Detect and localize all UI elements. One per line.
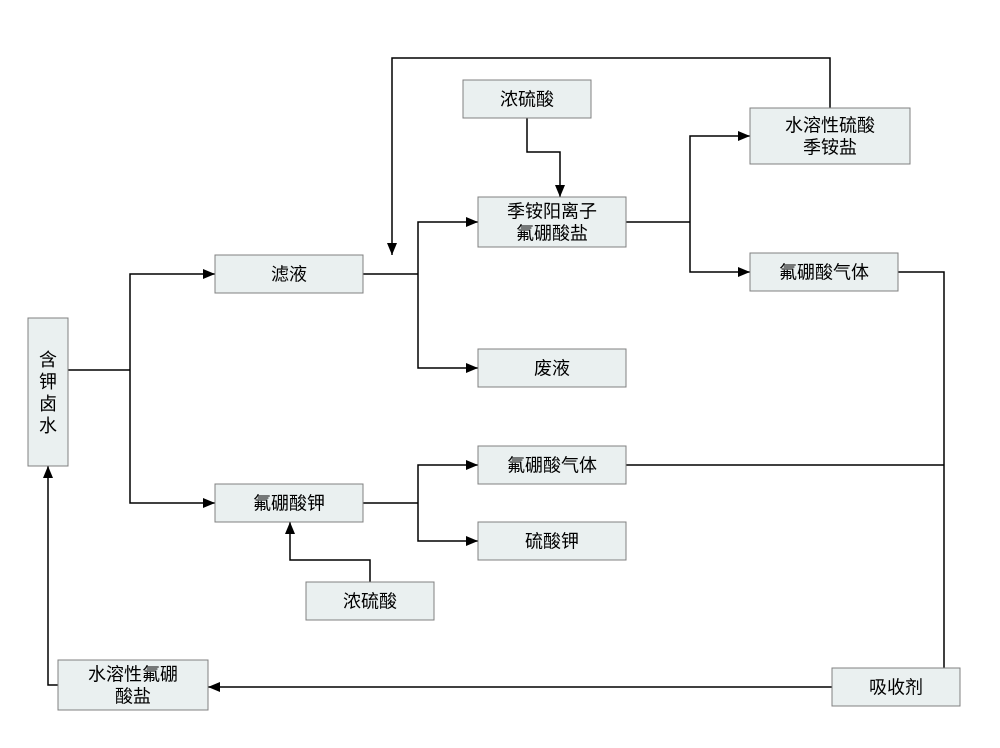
label-kbf4: 氟硼酸钾 xyxy=(253,493,325,513)
edge-h2so4t-qac xyxy=(527,118,560,197)
flowchart-canvas: 含钾卤水滤液氟硼酸钾废液季铵阳离子氟硼酸盐浓硫酸浓硫酸氟硼酸气体氟硼酸气体硫酸钾… xyxy=(0,0,1000,748)
edge-filt-qac xyxy=(418,222,478,274)
label-h2so4_bot: 浓硫酸 xyxy=(343,591,397,611)
edge-fork-kbf4 xyxy=(130,370,215,503)
arrowhead-abs-solfb xyxy=(208,682,220,692)
arrowhead-kbf4-k2so4 xyxy=(466,536,478,546)
edge-kbf4-k2so4 xyxy=(418,503,478,541)
edge-fork-filtrate xyxy=(130,274,215,370)
edge-qac-gas xyxy=(690,222,750,272)
edge-solfb-brine xyxy=(48,466,58,685)
arrowhead-solfb-brine xyxy=(43,466,53,478)
edge-filt-waste xyxy=(418,274,478,368)
arrowhead-filt-waste xyxy=(466,363,478,373)
arrowhead-h2so4t-qac xyxy=(555,185,565,197)
label-k2so4: 硫酸钾 xyxy=(525,531,579,551)
node-brine xyxy=(28,318,68,466)
edge-kbf4-gas xyxy=(418,465,478,503)
arrowhead-filt-qac xyxy=(466,217,478,227)
label-h2so4_top: 浓硫酸 xyxy=(500,89,554,109)
arrowhead-sulfqac-filt xyxy=(387,243,397,255)
label-gas_bot: 氟硼酸气体 xyxy=(507,455,597,475)
label-filtrate: 滤液 xyxy=(271,264,307,284)
edge-gastop-abs xyxy=(898,272,960,687)
arrowhead-qac-gas xyxy=(738,267,750,277)
edge-qac-sulfqac xyxy=(690,136,750,222)
label-absorbent: 吸收剂 xyxy=(869,677,923,697)
label-gas_top: 氟硼酸气体 xyxy=(779,262,869,282)
arrowhead-kbf4-gas xyxy=(466,460,478,470)
arrowhead-h2so4b-kbf4 xyxy=(285,522,295,534)
arrowhead-fork-filtrate xyxy=(203,269,215,279)
label-waste: 废液 xyxy=(534,358,570,378)
edge-h2so4b-kbf4 xyxy=(290,522,370,582)
arrowhead-qac-sulfqac xyxy=(738,131,750,141)
arrowhead-fork-kbf4 xyxy=(203,498,215,508)
